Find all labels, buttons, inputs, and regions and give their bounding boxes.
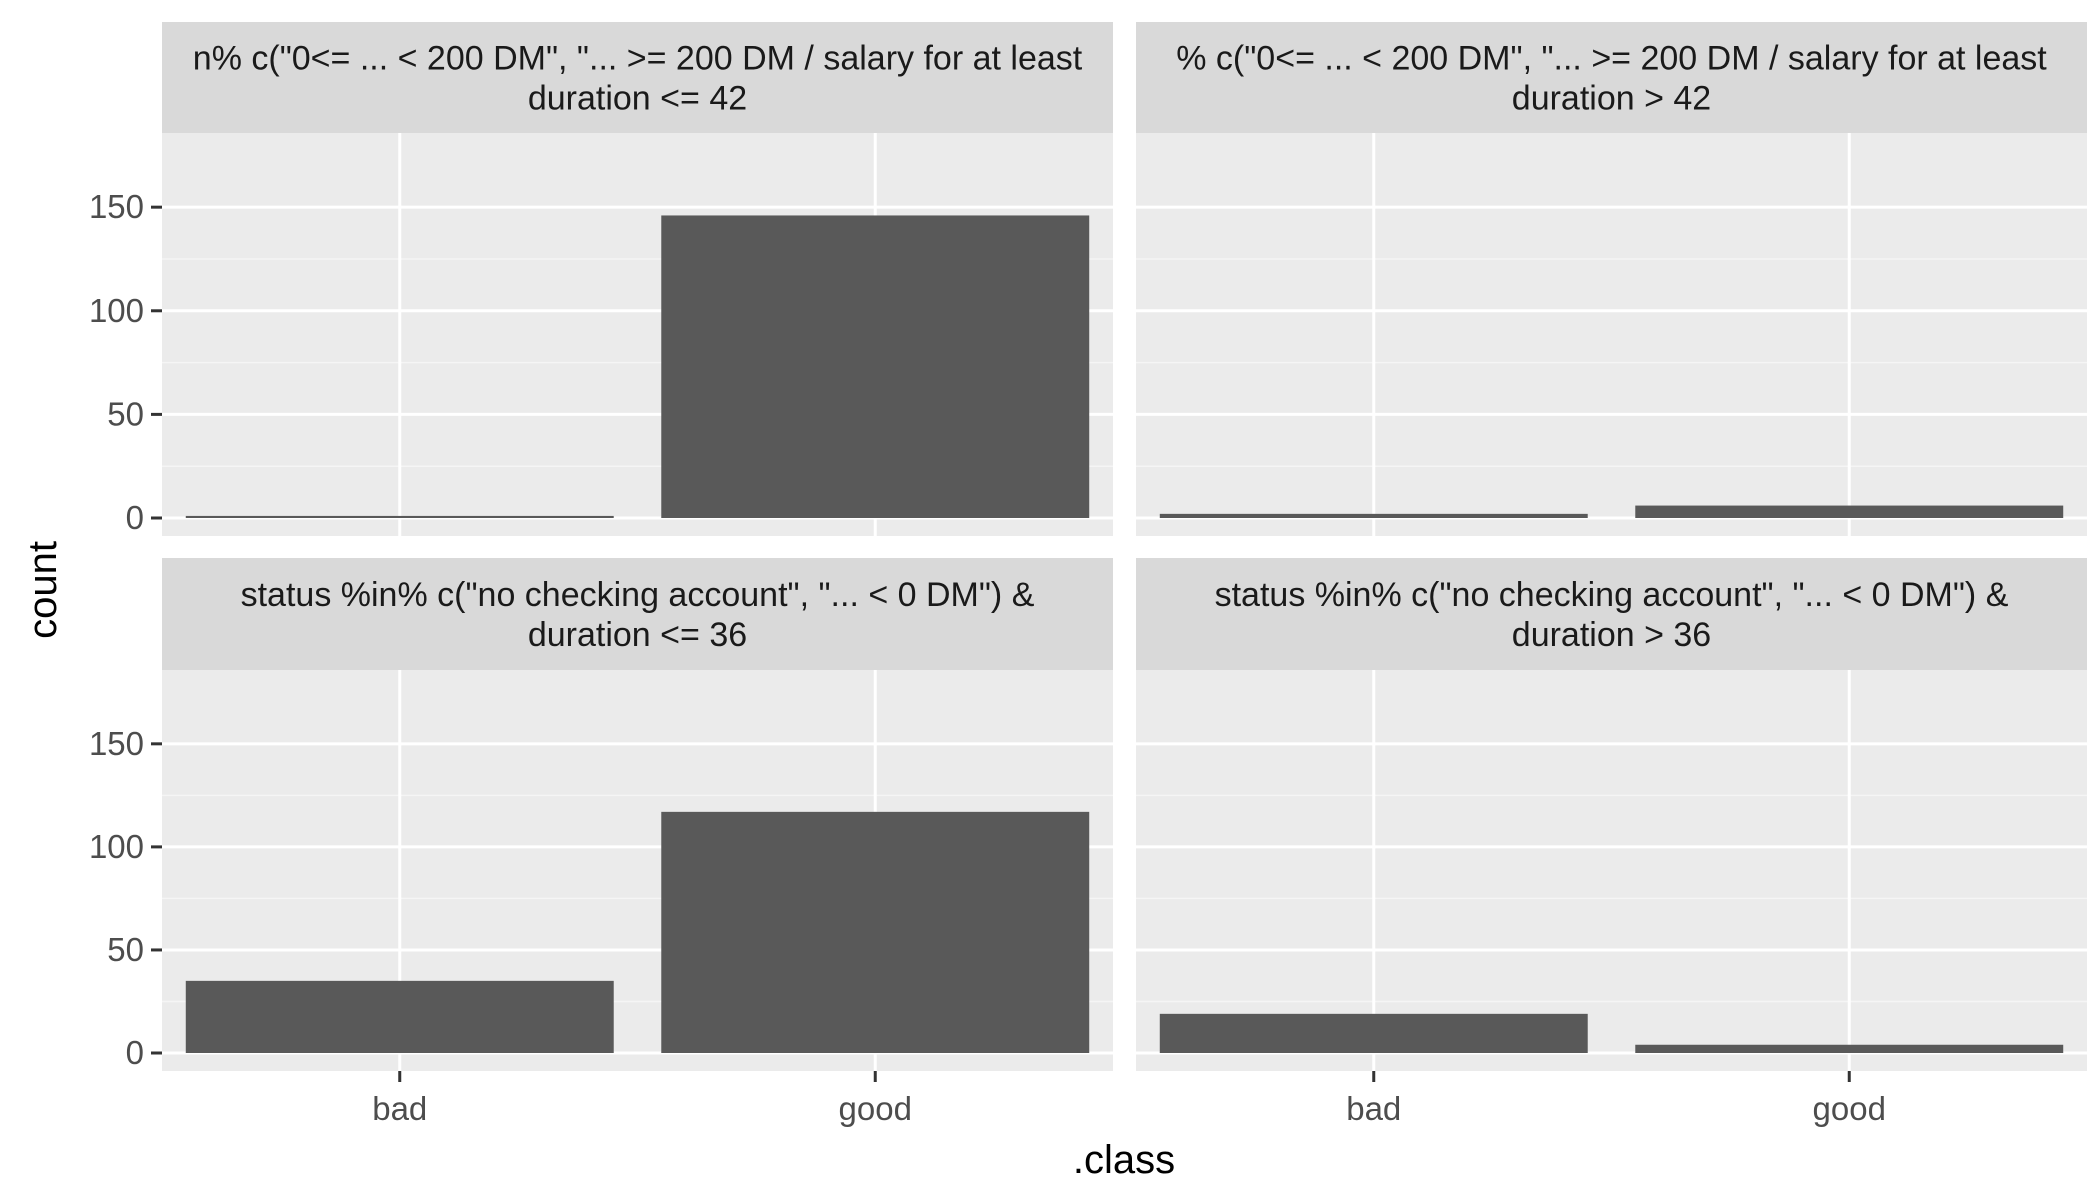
facet-strip bbox=[1136, 22, 2087, 133]
facet-panels: n% c("0<= ... < 200 DM", "... >= 200 DM … bbox=[162, 22, 2087, 1071]
bar-bad bbox=[1159, 513, 1588, 518]
facet-strip-label: status %in% c("no checking account", "..… bbox=[1215, 576, 2009, 614]
y-tick-label: 50 bbox=[107, 395, 144, 432]
bar-bad bbox=[185, 515, 614, 518]
facet-panel: % c("0<= ... < 200 DM", "... >= 200 DM /… bbox=[1136, 22, 2087, 536]
facet-strip-label: % c("0<= ... < 200 DM", "... >= 200 DM /… bbox=[1176, 40, 2047, 78]
bar-good bbox=[1635, 1044, 2064, 1053]
facet-strip-label: duration > 42 bbox=[1512, 80, 1711, 118]
bar-bad bbox=[1159, 1013, 1588, 1053]
facet-strip-label: duration <= 36 bbox=[528, 616, 747, 654]
x-tick-label: good bbox=[839, 1090, 912, 1127]
facet-panel: status %in% c("no checking account", "..… bbox=[1136, 558, 2087, 1071]
facet-strip-label: duration > 36 bbox=[1512, 616, 1711, 654]
bar-bad bbox=[185, 980, 614, 1053]
bar-good bbox=[661, 811, 1090, 1053]
x-tick-label: bad bbox=[372, 1090, 427, 1127]
y-tick-label: 50 bbox=[107, 931, 144, 968]
facet-strip bbox=[1136, 558, 2087, 670]
facet-strip bbox=[162, 558, 1113, 670]
y-tick-label: 0 bbox=[126, 499, 144, 536]
bar-good bbox=[1635, 505, 2064, 518]
y-axes: 0 50 100 150 0 50 100 150 bbox=[89, 188, 162, 1071]
x-tick-label: good bbox=[1813, 1090, 1886, 1127]
panel-background bbox=[1136, 133, 2087, 536]
x-axis-title: .class bbox=[1073, 1138, 1175, 1182]
facet-strip-label: n% c("0<= ... < 200 DM", "... >= 200 DM … bbox=[193, 40, 1083, 78]
facet-panel: status %in% c("no checking account", "..… bbox=[162, 558, 1113, 1071]
y-tick-label: 100 bbox=[89, 292, 144, 329]
bar-good bbox=[661, 215, 1090, 518]
x-tick-label: bad bbox=[1346, 1090, 1401, 1127]
y-axis-title: count bbox=[21, 541, 65, 639]
panel-background bbox=[1136, 670, 2087, 1071]
y-tick-label: 0 bbox=[126, 1034, 144, 1071]
y-tick-label: 150 bbox=[89, 188, 144, 225]
y-tick-label: 100 bbox=[89, 828, 144, 865]
facet-strip bbox=[162, 22, 1113, 133]
x-axes: bad good bad good bbox=[372, 1071, 1886, 1127]
facet-strip-label: duration <= 42 bbox=[528, 80, 747, 118]
facet-strip-label: status %in% c("no checking account", "..… bbox=[241, 576, 1035, 614]
y-tick-label: 150 bbox=[89, 725, 144, 762]
facet-panel: n% c("0<= ... < 200 DM", "... >= 200 DM … bbox=[162, 22, 1113, 536]
